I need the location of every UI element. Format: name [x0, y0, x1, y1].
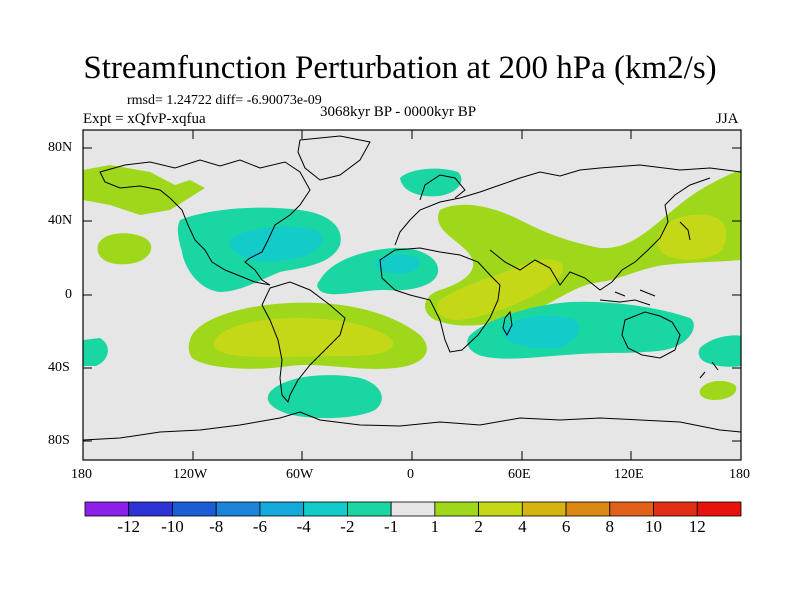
colorbar-label: -2	[340, 517, 355, 536]
map-title: Streamfunction Perturbation at 200 hPa (…	[83, 50, 717, 86]
coastline-new-zealand	[699, 361, 719, 379]
contour-negative-region	[83, 338, 108, 366]
colorbar-box	[434, 501, 480, 517]
lon-ticks	[82, 130, 742, 460]
coastline-madagascar	[502, 310, 513, 337]
contour-positive-region	[657, 214, 727, 260]
coastline-japan	[679, 221, 691, 241]
contour-positive-region	[213, 318, 394, 357]
colorbar-box	[215, 501, 261, 517]
lon-label: 60W	[286, 467, 314, 482]
colorbar-label: -6	[252, 517, 267, 536]
colorbar-box	[521, 501, 567, 517]
colorbar-box	[696, 501, 742, 517]
coastline-scandinavia	[419, 174, 466, 201]
colorbar-label: -4	[296, 517, 311, 536]
colorbar-label: -10	[161, 517, 184, 536]
period-label: 3068kyr BP - 0000kyr BP	[320, 104, 477, 120]
colorbar-label: 2	[474, 517, 483, 536]
contour-negative-region	[229, 226, 323, 262]
contour-positive-region	[436, 259, 564, 320]
colorbar-box	[653, 501, 698, 517]
lon-label: 120W	[173, 467, 208, 482]
contour-negative-region	[375, 254, 420, 274]
contour-positive-region	[97, 233, 152, 265]
lat-label: 80S	[48, 433, 70, 448]
lat-label: 0	[65, 287, 72, 302]
contour-negative-region	[267, 375, 382, 419]
contour-positive-region	[699, 380, 737, 400]
coastline-africa	[379, 247, 501, 353]
colorbar-box	[303, 501, 348, 517]
colorbar-label: 1	[430, 517, 440, 536]
colorbar-label: 8	[605, 517, 615, 536]
colorbar-box	[128, 501, 173, 517]
colorbar-box	[84, 501, 130, 517]
coastline-antarctica	[83, 411, 741, 441]
lat-ticks	[83, 147, 741, 442]
coastline-greenland	[297, 135, 371, 181]
lon-label: 60E	[508, 467, 531, 482]
colorbar-label: -8	[209, 517, 224, 536]
contour-negative-region	[400, 168, 462, 197]
lat-label: 80N	[48, 140, 73, 155]
colorbar	[84, 501, 742, 517]
lat-label: 40S	[48, 360, 70, 375]
coastline-south-america	[261, 281, 346, 404]
lon-label: 180	[729, 467, 750, 482]
lon-label: 180	[71, 467, 92, 482]
stats-text: rmsd= 1.24722 diff= -6.90073e-09	[127, 93, 322, 108]
lat-label: 40N	[48, 213, 73, 228]
experiment-label: Expt = xQfvP-xqfua	[83, 111, 206, 127]
contour-negative-region	[698, 335, 741, 367]
colorbar-box	[259, 501, 305, 517]
colorbar-label: -12	[117, 517, 141, 536]
colorbar-label: 6	[561, 517, 571, 536]
coastlines	[83, 135, 741, 441]
coastline-north-america	[99, 159, 311, 286]
coastline-europe	[394, 164, 741, 246]
colorbar-label: 12	[688, 517, 706, 536]
colorbar-label: 10	[645, 517, 663, 536]
lon-label: 0	[407, 467, 414, 482]
season-label: JJA	[716, 111, 739, 127]
coastline-indonesia	[599, 289, 656, 306]
lon-label: 120E	[614, 467, 644, 482]
colorbar-box	[390, 501, 436, 517]
colorbar-box	[346, 501, 392, 517]
colorbar-box	[172, 501, 217, 517]
colorbar-box	[478, 501, 523, 517]
colorbar-box	[565, 501, 611, 517]
contour-negative-region	[502, 315, 579, 349]
colorbar-label: -1	[384, 517, 399, 536]
colorbar-label: 4	[518, 517, 527, 536]
coastline-asia	[489, 177, 711, 291]
coastline-australia	[621, 311, 681, 359]
colorbar-box	[609, 501, 654, 517]
